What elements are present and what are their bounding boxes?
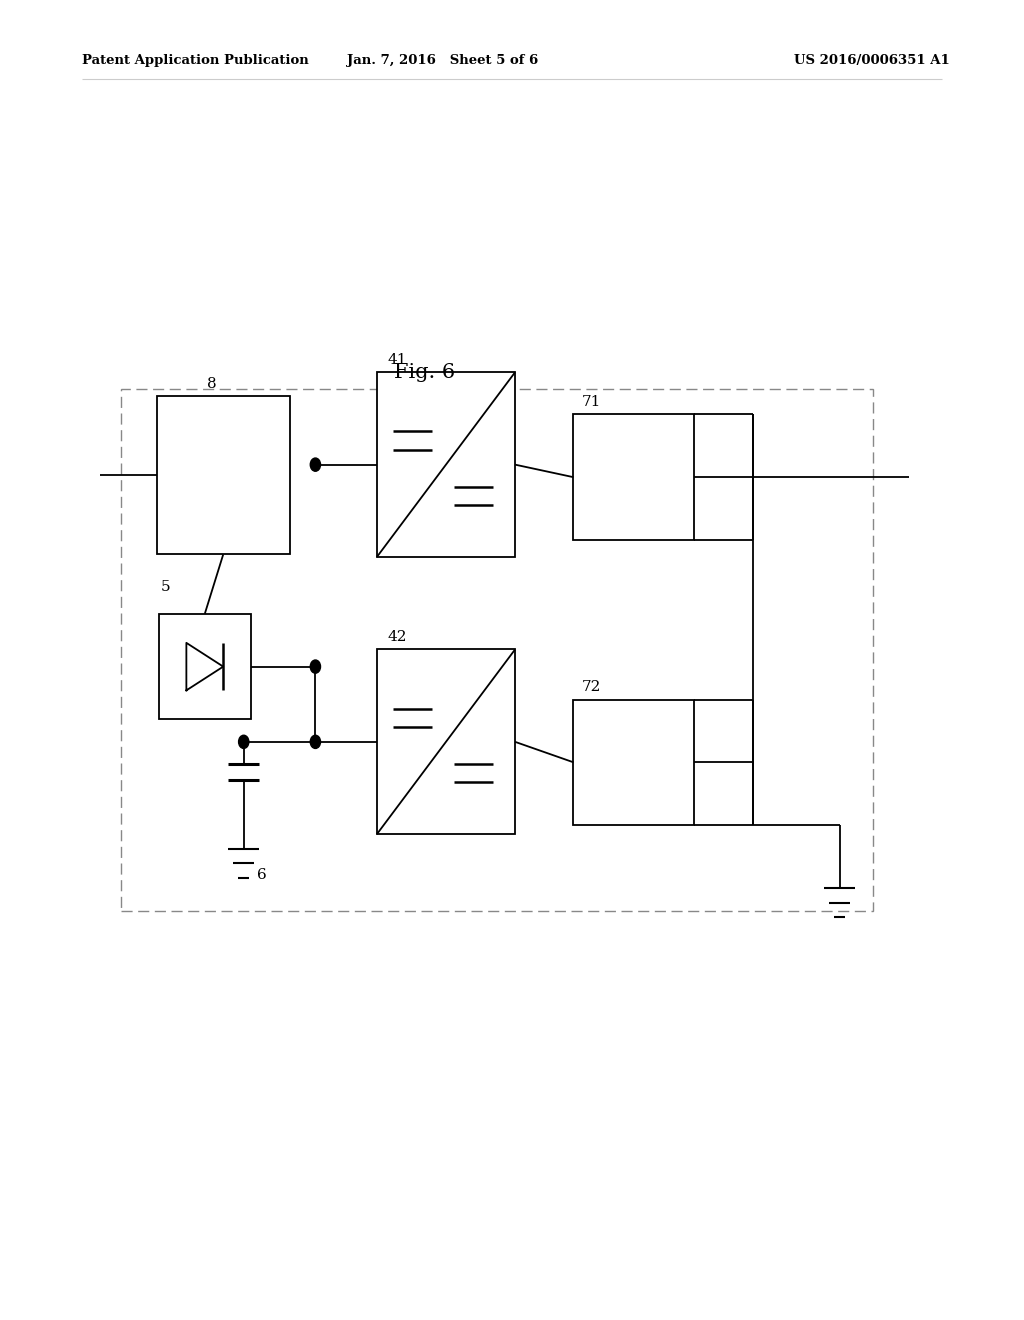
Text: 5: 5 <box>161 579 170 594</box>
Text: 71: 71 <box>582 395 601 409</box>
Circle shape <box>310 735 321 748</box>
Text: 41: 41 <box>387 352 407 367</box>
Circle shape <box>310 458 321 471</box>
Text: 42: 42 <box>387 630 407 644</box>
Text: Fig. 6: Fig. 6 <box>394 363 456 381</box>
Bar <box>377 372 515 557</box>
Bar <box>159 614 251 719</box>
Text: Patent Application Publication: Patent Application Publication <box>82 54 308 67</box>
Text: 8: 8 <box>207 376 217 391</box>
Bar <box>377 649 515 834</box>
Text: Jan. 7, 2016   Sheet 5 of 6: Jan. 7, 2016 Sheet 5 of 6 <box>347 54 538 67</box>
Bar <box>573 700 694 825</box>
Text: 72: 72 <box>582 680 601 694</box>
Bar <box>573 414 694 540</box>
Circle shape <box>239 735 249 748</box>
Text: 6: 6 <box>257 867 267 882</box>
Bar <box>157 396 290 554</box>
Bar <box>121 389 873 911</box>
Circle shape <box>310 660 321 673</box>
Text: US 2016/0006351 A1: US 2016/0006351 A1 <box>794 54 949 67</box>
